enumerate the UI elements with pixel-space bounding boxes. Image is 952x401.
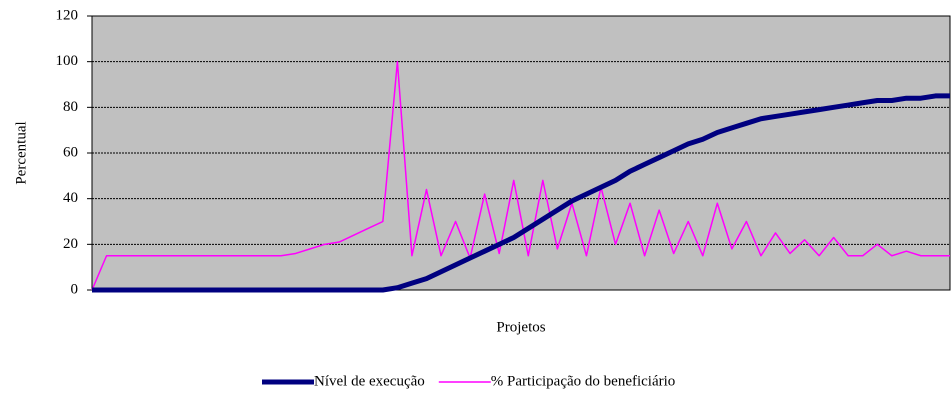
y-tick-label: 0 [71, 281, 79, 297]
series-line [91, 60, 950, 291]
y-tick-label: 120 [56, 7, 79, 23]
legend-label: Nível de execução [314, 373, 425, 389]
series-line [92, 93, 950, 293]
y-tick-label: 80 [63, 99, 78, 115]
x-axis-label: Projetos [496, 319, 545, 335]
y-tick-label: 100 [56, 53, 79, 69]
legend-label: % Participação do beneficiário [491, 373, 676, 389]
y-tick-label: 40 [63, 190, 78, 206]
y-tick-label: 60 [63, 144, 78, 160]
y-tick-label: 20 [63, 236, 78, 252]
y-axis-label: Percentual [13, 121, 29, 184]
